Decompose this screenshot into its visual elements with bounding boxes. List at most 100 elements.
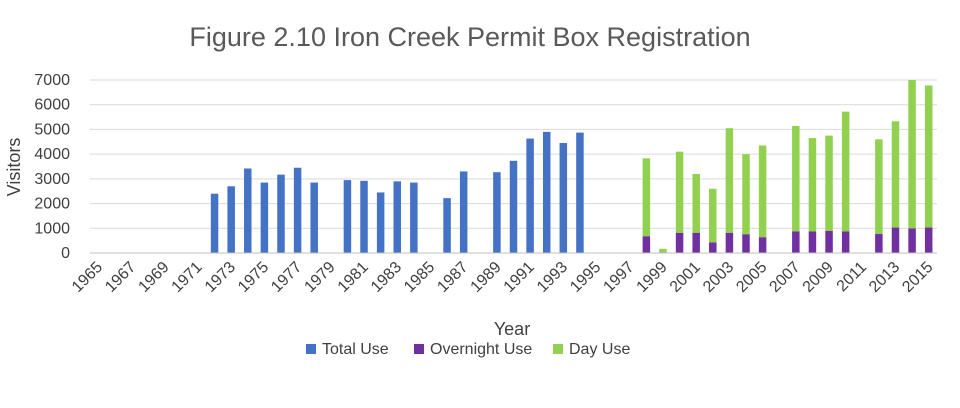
bar-day-use-1999 <box>659 248 667 253</box>
bar-day-use-2003 <box>725 128 734 233</box>
bar-total-use-1984 <box>410 182 418 253</box>
bar-overnight-use-2012 <box>875 233 883 253</box>
bar-total-use-1977 <box>293 167 302 253</box>
bar-overnight-use-2007 <box>792 231 800 253</box>
bars <box>210 80 933 253</box>
legend-label: Total Use <box>322 341 389 358</box>
bar-overnight-use-2014 <box>908 228 916 253</box>
x-axis-ticks: 1965196719691971197319751977197919811983… <box>69 259 937 296</box>
x-tick-label: 2005 <box>733 259 770 296</box>
bar-day-use-2001 <box>692 173 700 233</box>
y-axis-title: Visitors <box>4 138 24 197</box>
bar-overnight-use-1998 <box>642 236 651 253</box>
y-tick-label: 0 <box>61 245 70 262</box>
bar-total-use-1974 <box>244 168 252 253</box>
bar-total-use-1983 <box>393 181 401 253</box>
y-tick-label: 5000 <box>34 121 70 138</box>
x-tick-label: 2007 <box>766 259 803 296</box>
bar-total-use-1978 <box>310 182 318 253</box>
x-tick-label: 1999 <box>634 259 671 296</box>
x-tick-label: 2001 <box>667 259 704 296</box>
x-tick-label: 2009 <box>800 259 837 296</box>
bar-day-use-2000 <box>675 151 684 233</box>
bar-overnight-use-2015 <box>924 227 933 253</box>
bar-overnight-use-2009 <box>825 230 833 253</box>
x-tick-label: 1991 <box>501 259 538 296</box>
bar-total-use-1975 <box>260 182 269 253</box>
bar-total-use-1972 <box>210 193 219 253</box>
legend-label: Day Use <box>569 341 630 358</box>
bar-overnight-use-2000 <box>675 232 684 253</box>
x-tick-label: 1985 <box>401 259 438 296</box>
bar-total-use-1976 <box>277 174 285 253</box>
x-tick-label: 1981 <box>335 259 372 296</box>
bar-overnight-use-2001 <box>692 232 700 253</box>
x-tick-label: 2015 <box>899 259 936 296</box>
y-tick-label: 6000 <box>34 97 70 114</box>
y-tick-label: 2000 <box>34 196 70 213</box>
bar-day-use-2010 <box>841 111 850 232</box>
x-tick-label: 1967 <box>102 259 139 296</box>
bar-overnight-use-2003 <box>725 232 734 253</box>
x-tick-label: 1975 <box>235 259 272 296</box>
bar-day-use-2004 <box>742 154 750 235</box>
bar-overnight-use-2004 <box>742 234 750 253</box>
bar-total-use-1982 <box>376 192 385 253</box>
bar-total-use-1973 <box>227 186 235 253</box>
y-tick-label: 3000 <box>34 171 70 188</box>
bar-day-use-2009 <box>825 135 833 231</box>
legend-label: Overnight Use <box>430 341 532 358</box>
x-tick-label: 1989 <box>468 259 505 296</box>
bar-overnight-use-2010 <box>841 231 850 253</box>
bar-overnight-use-2013 <box>891 227 900 253</box>
bar-day-use-2013 <box>891 121 900 228</box>
x-tick-label: 2011 <box>834 259 870 295</box>
x-tick-label: 2013 <box>866 259 903 296</box>
bar-day-use-2008 <box>808 138 817 232</box>
bar-day-use-2014 <box>908 80 916 229</box>
bar-total-use-1990 <box>509 160 518 253</box>
x-tick-label: 1965 <box>69 259 106 296</box>
x-tick-label: 1995 <box>567 259 604 296</box>
legend: Total Use Overnight Use Day Use <box>306 341 630 358</box>
x-tick-label: 1993 <box>534 259 571 296</box>
bar-day-use-2015 <box>924 85 933 228</box>
legend-swatch <box>553 344 563 354</box>
bar-day-use-1998 <box>642 158 651 237</box>
bar-total-use-1980 <box>343 180 352 253</box>
bar-total-use-1981 <box>360 180 368 253</box>
y-axis-ticks: 0 1000 2000 3000 4000 5000 6000 7000 <box>34 72 70 262</box>
x-tick-label: 2003 <box>700 259 737 296</box>
bar-total-use-1993 <box>559 143 568 253</box>
bar-day-use-2002 <box>709 188 717 243</box>
bar-overnight-use-2002 <box>709 242 717 253</box>
y-tick-label: 1000 <box>34 220 70 237</box>
bar-total-use-1989 <box>493 172 501 253</box>
legend-swatch <box>306 344 316 354</box>
x-tick-label: 1979 <box>301 259 338 296</box>
bar-total-use-1992 <box>542 131 551 253</box>
x-tick-label: 1983 <box>368 259 405 296</box>
bar-day-use-2005 <box>758 145 767 238</box>
x-tick-label: 1973 <box>202 259 239 296</box>
x-tick-label: 1977 <box>268 259 305 296</box>
x-tick-label: 1969 <box>135 259 172 296</box>
bar-total-use-1994 <box>576 132 584 253</box>
bar-day-use-2007 <box>792 125 800 232</box>
y-tick-label: 4000 <box>34 146 70 163</box>
bar-day-use-2012 <box>875 139 883 234</box>
bar-overnight-use-2008 <box>808 231 817 253</box>
x-tick-label: 1987 <box>434 259 471 296</box>
legend-swatch <box>414 344 424 354</box>
bar-total-use-1986 <box>443 198 451 253</box>
x-axis-title: Year <box>494 319 530 339</box>
bar-total-use-1987 <box>459 171 468 253</box>
x-tick-label: 1997 <box>600 259 637 296</box>
chart-title: Figure 2.10 Iron Creek Permit Box Regist… <box>189 22 750 52</box>
bar-overnight-use-2005 <box>758 237 767 253</box>
x-tick-label: 1971 <box>169 259 206 296</box>
y-tick-label: 7000 <box>34 72 70 89</box>
bar-total-use-1991 <box>526 138 534 253</box>
